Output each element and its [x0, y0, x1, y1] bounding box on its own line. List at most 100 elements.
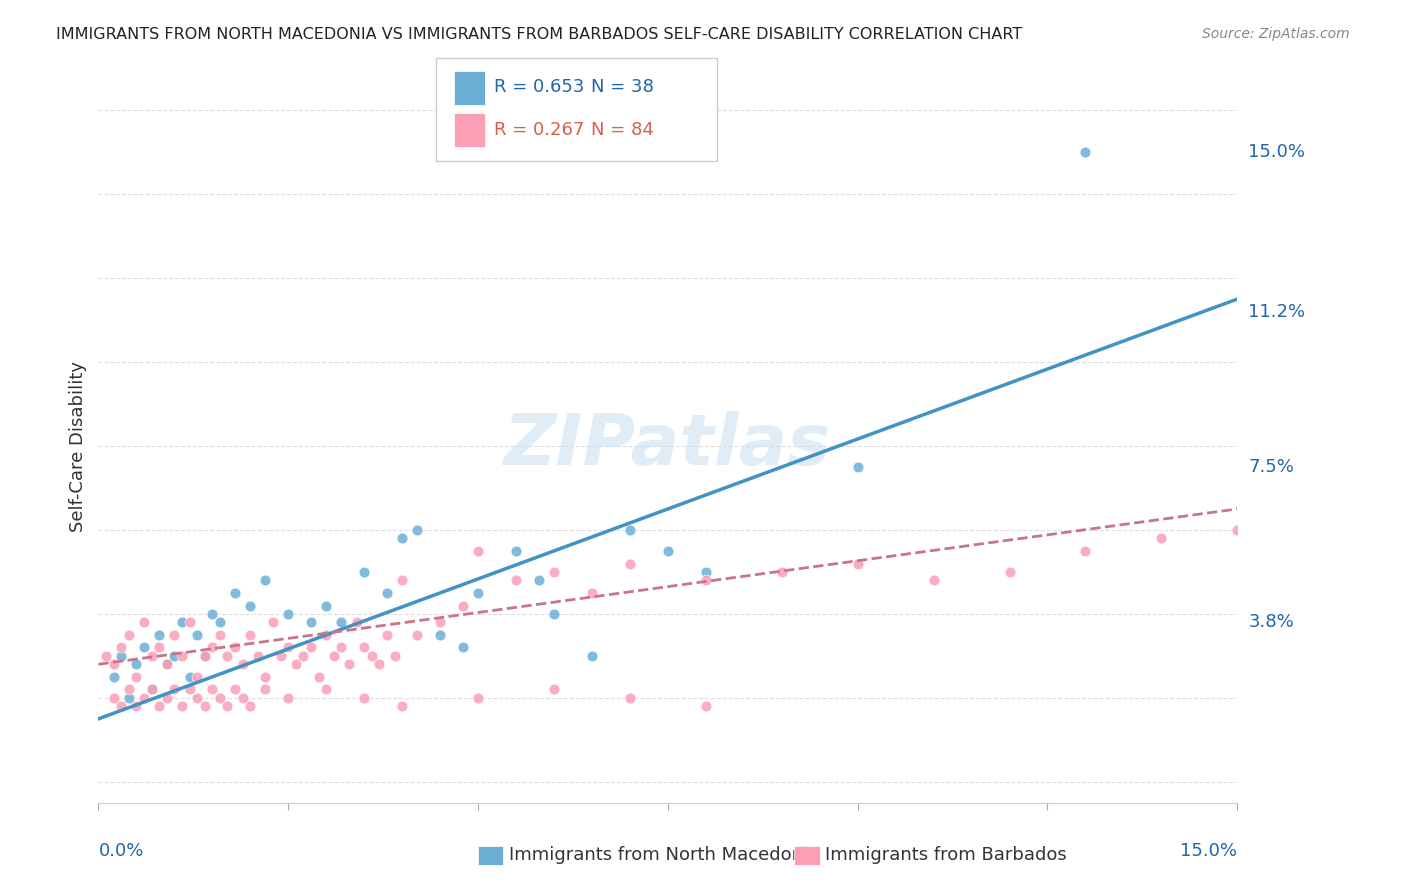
Point [619, 523, 641, 537]
Point [308, 670, 330, 684]
Point [118, 690, 141, 705]
Point [467, 544, 489, 558]
Point [217, 648, 239, 663]
Text: 15.0%: 15.0% [1249, 143, 1305, 161]
Point [194, 648, 217, 663]
Point [505, 574, 527, 588]
Point [163, 648, 186, 663]
Point [141, 682, 163, 697]
Point [224, 682, 246, 697]
Text: 11.2%: 11.2% [1249, 302, 1306, 321]
Point [232, 657, 254, 672]
Point [353, 690, 375, 705]
Point [368, 657, 391, 672]
Point [360, 648, 382, 663]
Point [315, 682, 337, 697]
Point [254, 682, 277, 697]
Point [125, 699, 148, 714]
Point [375, 628, 398, 642]
Point [284, 657, 307, 672]
Point [543, 682, 565, 697]
Point [262, 615, 284, 630]
Point [194, 648, 217, 663]
Point [239, 699, 262, 714]
Point [353, 640, 375, 655]
Point [254, 574, 277, 588]
Point [170, 615, 193, 630]
Point [277, 640, 299, 655]
Text: Immigrants from Barbados: Immigrants from Barbados [825, 847, 1067, 864]
Point [581, 648, 603, 663]
Text: Source: ZipAtlas.com: Source: ZipAtlas.com [1202, 27, 1350, 41]
Point [1150, 532, 1173, 546]
Point [194, 699, 217, 714]
Point [224, 640, 246, 655]
Point [406, 523, 429, 537]
Point [695, 565, 717, 579]
Point [695, 574, 717, 588]
Text: 7.5%: 7.5% [1249, 458, 1295, 476]
Point [118, 682, 141, 697]
Point [375, 586, 398, 600]
Point [543, 607, 565, 621]
Text: N = 38: N = 38 [591, 78, 654, 95]
Point [224, 586, 246, 600]
Point [391, 699, 413, 714]
Y-axis label: Self-Care Disability: Self-Care Disability [69, 360, 87, 532]
Point [846, 460, 869, 475]
Point [103, 670, 125, 684]
Point [384, 648, 406, 663]
Point [118, 628, 141, 642]
Point [619, 557, 641, 571]
Point [270, 648, 292, 663]
Point [429, 615, 451, 630]
Point [217, 699, 239, 714]
Point [94, 648, 117, 663]
Point [132, 615, 155, 630]
Point [201, 682, 224, 697]
Text: N = 84: N = 84 [591, 121, 654, 139]
Point [156, 657, 179, 672]
Point [246, 648, 269, 663]
Point [156, 657, 179, 672]
Point [110, 640, 132, 655]
Point [232, 690, 254, 705]
Text: Immigrants from North Macedonia: Immigrants from North Macedonia [509, 847, 820, 864]
Point [179, 682, 201, 697]
Point [846, 557, 869, 571]
Point [1074, 145, 1097, 160]
Point [141, 648, 163, 663]
Point [163, 628, 186, 642]
Point [208, 690, 231, 705]
Point [451, 599, 474, 613]
Point [170, 699, 193, 714]
Point [254, 670, 277, 684]
Point [451, 640, 474, 655]
Point [163, 682, 186, 697]
Point [170, 648, 193, 663]
Text: IMMIGRANTS FROM NORTH MACEDONIA VS IMMIGRANTS FROM BARBADOS SELF-CARE DISABILITY: IMMIGRANTS FROM NORTH MACEDONIA VS IMMIG… [56, 27, 1022, 42]
Point [103, 657, 125, 672]
Point [770, 565, 793, 579]
Point [125, 657, 148, 672]
Point [353, 565, 375, 579]
Point [141, 682, 163, 697]
Point [110, 699, 132, 714]
Point [330, 615, 353, 630]
Point [299, 615, 322, 630]
Text: 0.0%: 0.0% [98, 842, 143, 860]
Point [179, 670, 201, 684]
Point [527, 574, 550, 588]
Point [330, 640, 353, 655]
Point [125, 670, 148, 684]
Point [346, 615, 368, 630]
Point [148, 640, 170, 655]
Point [277, 690, 299, 705]
Point [695, 699, 717, 714]
Point [156, 690, 179, 705]
Text: 3.8%: 3.8% [1249, 614, 1294, 632]
Point [543, 565, 565, 579]
Text: R = 0.653: R = 0.653 [494, 78, 583, 95]
Text: ZIPatlas: ZIPatlas [505, 411, 831, 481]
Point [110, 648, 132, 663]
